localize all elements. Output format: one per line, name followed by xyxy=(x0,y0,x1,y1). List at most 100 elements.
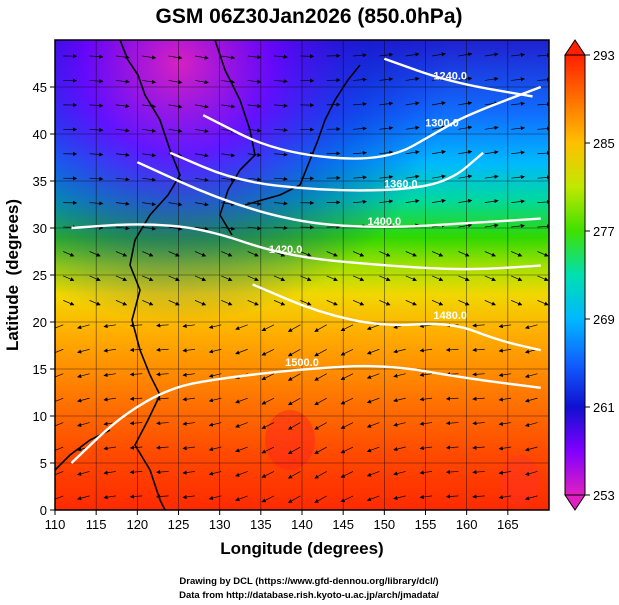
streamline-arrow xyxy=(247,275,259,282)
streamline-arrow xyxy=(103,324,116,329)
streamline-arrow xyxy=(77,495,90,501)
streamline-arrow xyxy=(419,446,433,451)
streamline-arrow xyxy=(273,176,288,182)
streamline-arrow xyxy=(484,300,496,306)
colorbar-tick-label: 285 xyxy=(593,136,615,151)
streamline-arrow xyxy=(129,421,143,426)
streamline-arrow xyxy=(273,103,288,108)
streamline-arrow xyxy=(419,421,433,426)
streamline-arrow xyxy=(314,446,327,455)
streamline-arrow xyxy=(379,300,391,306)
colorbar-tick-label: 293 xyxy=(593,48,615,63)
streamline-arrow xyxy=(103,470,116,475)
streamline-arrow xyxy=(366,471,380,477)
streamline-arrow xyxy=(287,471,301,479)
y-tick-label: 5 xyxy=(40,456,47,471)
streamline-arrow xyxy=(77,422,90,427)
x-tick-label: 120 xyxy=(126,517,148,532)
x-tick-label: 155 xyxy=(415,517,437,532)
colorbar-top-triangle xyxy=(564,39,586,56)
streamline-arrow xyxy=(142,251,154,257)
streamline-arrow xyxy=(458,300,470,306)
streamline-arrow xyxy=(168,55,183,60)
streamline-arrow xyxy=(261,373,275,380)
streamline-arrow xyxy=(89,251,101,257)
streamline-arrow xyxy=(182,348,196,353)
streamline-arrow xyxy=(511,150,525,155)
plot-area: 1240.0 1300.0 1360.0 1400.0 1420.0 1480.0 1500… xyxy=(55,40,549,510)
streamline-arrow xyxy=(314,324,327,332)
x-tick-label: 135 xyxy=(250,517,272,532)
x-tick-label: 125 xyxy=(168,517,190,532)
streamline-arrow xyxy=(156,421,169,426)
streamline-arrow xyxy=(366,446,380,453)
streamline-arrow xyxy=(445,469,459,475)
streamline-arrow xyxy=(287,348,301,357)
contour-line xyxy=(71,223,541,271)
streamline-arrow xyxy=(445,347,459,352)
streamline-arrow xyxy=(484,275,496,282)
streamline-arrow xyxy=(221,104,236,109)
streamline-arrow xyxy=(261,446,275,454)
x-axis-label: Longitude (degrees) xyxy=(220,539,383,558)
streamline-arrow xyxy=(326,275,338,282)
streamline-arrow xyxy=(379,174,394,180)
streamline-arrow xyxy=(55,373,64,380)
streamline-arrow xyxy=(287,373,301,381)
streamline-arrow xyxy=(458,198,473,204)
x-tick-label: 165 xyxy=(497,517,519,532)
x-tick-label: 110 xyxy=(45,517,66,532)
colorbar-tick-label: 261 xyxy=(593,400,615,415)
streamline-arrow xyxy=(168,79,183,85)
colorbar-bottom-triangle xyxy=(564,494,586,511)
streamline-arrow xyxy=(405,251,417,257)
streamline-arrow xyxy=(498,397,512,402)
streamline-arrow xyxy=(366,397,380,404)
streamline-arrow xyxy=(194,128,209,134)
colorbar-body xyxy=(564,54,586,496)
contour-label: 1500.0 xyxy=(285,357,319,369)
streamline-arrow xyxy=(208,373,222,378)
contours: 1240.0 1300.0 1360.0 1400.0 1420.0 1480.0 1500… xyxy=(70,57,542,464)
streamline-arrow xyxy=(458,101,473,106)
streamline-arrow xyxy=(524,397,538,403)
streamline-arrow xyxy=(366,348,380,355)
streamline-arrow xyxy=(484,174,499,179)
streamline-arrow xyxy=(287,324,301,332)
contour-label: 1300.0 xyxy=(425,117,459,129)
contour-line xyxy=(169,151,484,192)
streamline-arrow xyxy=(511,223,525,229)
streamline-arrow xyxy=(142,201,157,207)
streamline-arrow xyxy=(115,79,130,84)
streamline-arrow xyxy=(432,101,446,106)
streamline-arrow xyxy=(77,324,90,330)
streamline-arrow xyxy=(235,471,248,477)
streamline-arrow xyxy=(168,300,180,306)
streamline-arrow xyxy=(524,422,538,427)
streamline-arrow xyxy=(352,251,365,257)
streamline-arrow xyxy=(129,396,143,401)
streamline-arrow xyxy=(208,471,222,476)
streamline-arrow xyxy=(77,373,90,379)
streamline-arrow xyxy=(273,275,286,282)
y-tick-label: 25 xyxy=(33,268,47,283)
streamline-arrow xyxy=(314,348,327,357)
streamline-arrow xyxy=(142,153,157,158)
x-tick-label: 140 xyxy=(291,517,313,532)
streamline-arrow xyxy=(273,300,286,306)
streamline-arrow xyxy=(458,150,473,155)
streamline-arrow xyxy=(273,201,288,206)
streamline-arrow xyxy=(393,397,406,403)
streamline-arrow xyxy=(353,150,367,156)
streamline-arrow xyxy=(510,251,523,257)
streamline-arrow xyxy=(405,199,420,204)
contour-line xyxy=(136,161,541,229)
contour-label: 1480.0 xyxy=(433,310,467,322)
streamline-arrow xyxy=(511,199,525,204)
streamline-arrow xyxy=(405,76,420,81)
streamline-arrow xyxy=(194,177,209,182)
credit-line-1: Drawing by DCL (https://www.gfd-dennou.o… xyxy=(179,576,438,587)
streamline-arrow xyxy=(484,199,499,204)
streamline-arrow xyxy=(261,471,275,478)
streamline-arrow xyxy=(103,372,116,378)
